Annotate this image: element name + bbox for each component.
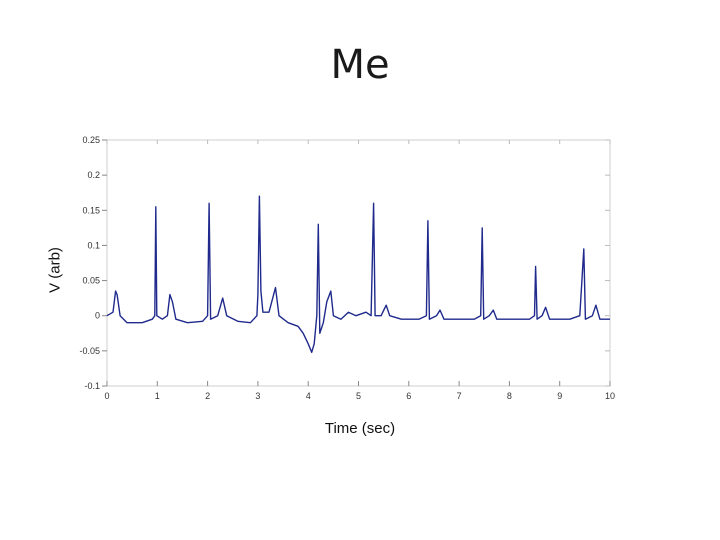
x-tick-label: 4	[306, 391, 311, 401]
y-tick-label: -0.1	[84, 381, 100, 391]
x-tick-label: 8	[507, 391, 512, 401]
y-axis: 0.25 0.2 0.15 0.1 0.05 0 -0.05 -0.1	[79, 135, 610, 391]
x-axis-label: Time (sec)	[324, 420, 396, 437]
y-tick-label: 0.25	[82, 135, 100, 145]
x-tick-label: 9	[557, 391, 562, 401]
x-tick-label: 3	[255, 391, 260, 401]
series-layer	[106, 195, 610, 353]
plot-area	[106, 139, 611, 387]
y-tick-label: 0.2	[87, 170, 100, 180]
y-tick-label: 0	[95, 311, 100, 321]
y-tick-label: -0.05	[79, 346, 100, 356]
x-tick-label: 6	[406, 391, 411, 401]
x-tick-label: 0	[104, 391, 109, 401]
y-tick-label: 0.1	[87, 240, 100, 250]
y-tick-label: 0.15	[82, 205, 100, 215]
x-tick-label: 10	[605, 391, 615, 401]
x-tick-label: 7	[457, 391, 462, 401]
x-tick-label: 1	[155, 391, 160, 401]
x-tick-label: 2	[205, 391, 210, 401]
x-axis: 0 1 2 3 4 5 6 7 8 9 10	[104, 140, 615, 401]
y-tick-label: 0.05	[82, 276, 100, 286]
chart-title: Me	[330, 42, 390, 88]
series-line-0	[106, 195, 610, 353]
x-tick-label: 5	[356, 391, 361, 401]
